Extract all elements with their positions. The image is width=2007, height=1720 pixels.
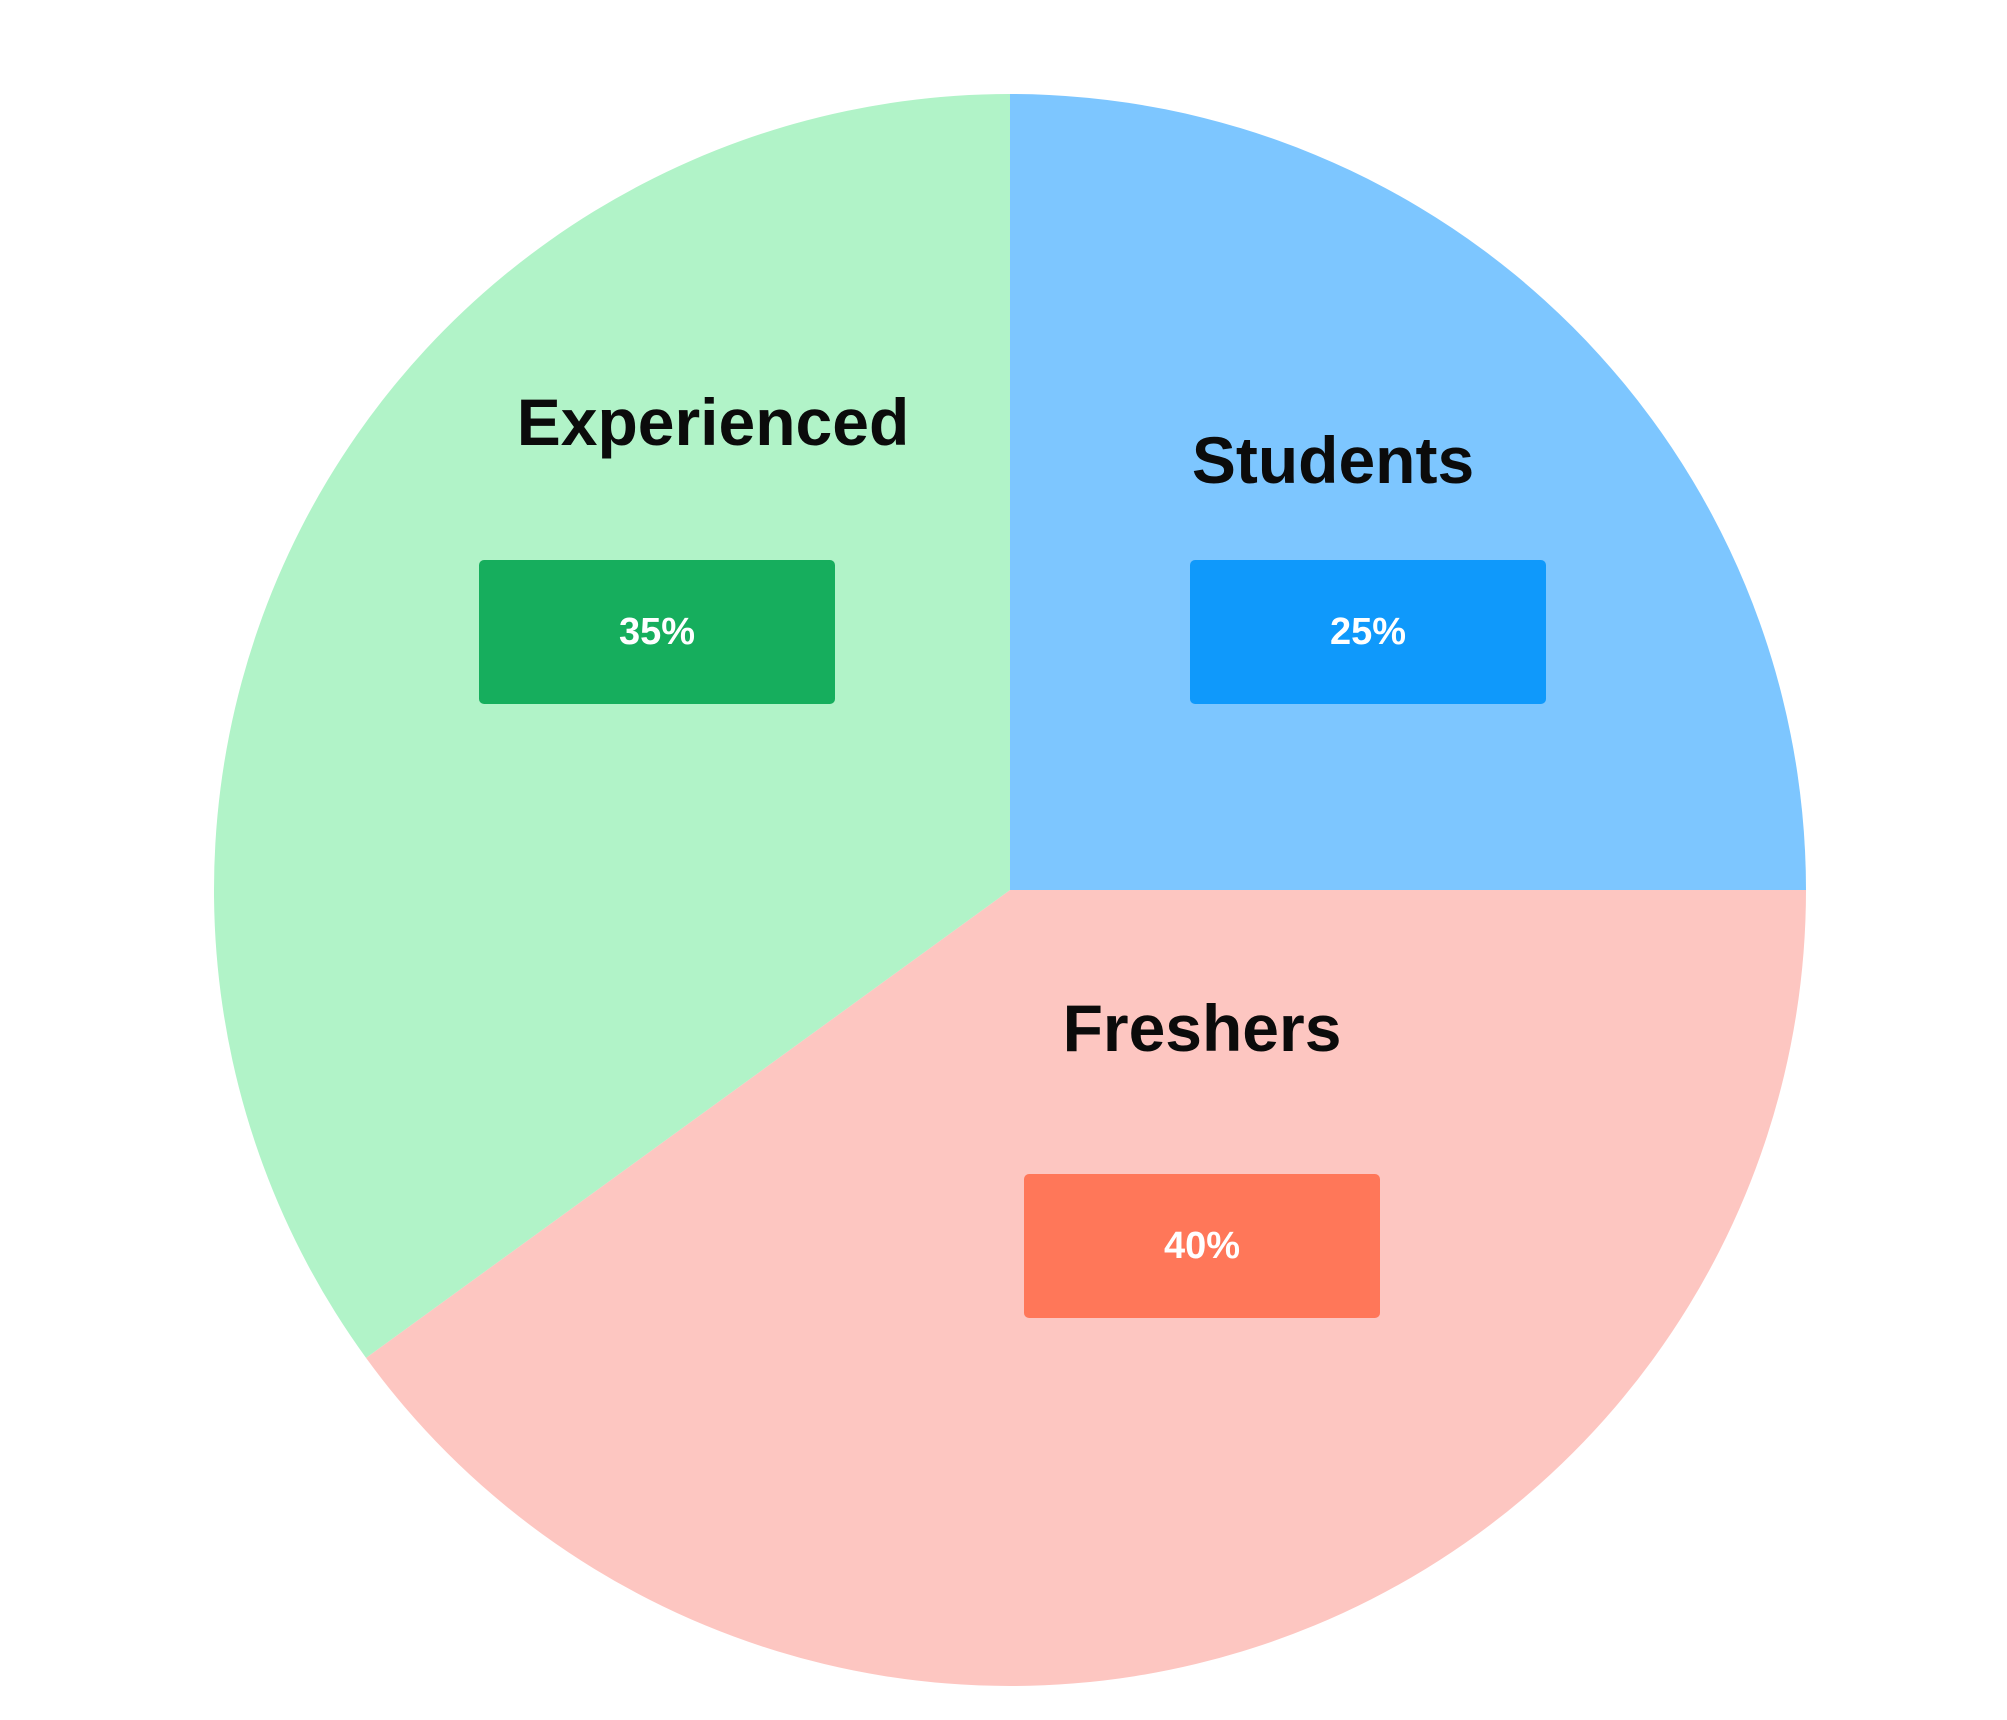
pie-slice-experienced — [213, 94, 1010, 1358]
slice-label-freshers: Freshers — [1063, 991, 1342, 1065]
value-label-students: 25% — [1330, 611, 1406, 653]
value-badge-experienced — [479, 560, 835, 704]
slice-label-students: Students — [1192, 423, 1474, 497]
slice-labels: Students Freshers Experienced — [517, 385, 1474, 1065]
value-label-freshers: 40% — [1164, 1225, 1240, 1267]
value-badges: 25% 40% 35% — [479, 560, 1546, 1318]
value-badge-students — [1190, 560, 1546, 704]
pie-slices — [213, 94, 1806, 1687]
value-label-experienced: 35% — [619, 611, 695, 653]
value-badge-freshers — [1024, 1174, 1380, 1318]
slice-label-experienced: Experienced — [517, 385, 910, 459]
